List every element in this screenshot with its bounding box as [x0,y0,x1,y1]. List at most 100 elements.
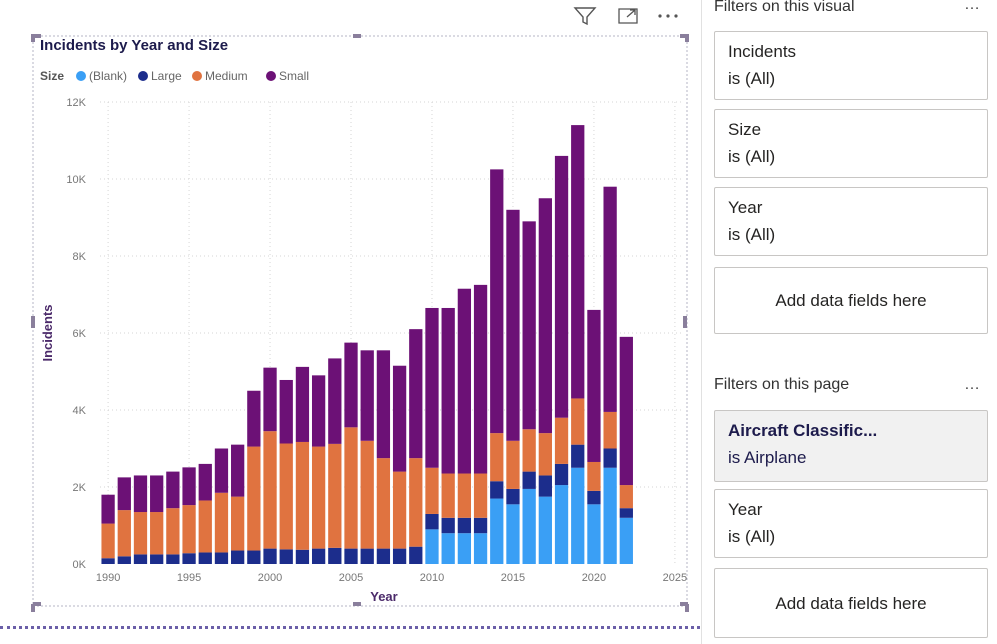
bar-2002-medium [295,441,310,550]
pane-divider [701,0,702,644]
bar-2022-large [619,508,633,518]
bar-2021-large [603,448,617,468]
bar-1995-medium [182,505,196,554]
bar-1997-medium [214,492,229,553]
bar-1992-medium [133,512,148,555]
bar-2021-medium [603,411,617,449]
bar-2011-small [441,307,455,474]
bar-2018-medium [554,417,569,464]
bar-2022-medium [619,485,633,509]
filter-card-incidents[interactable]: Incidents is (All) [714,31,988,100]
bar-2016-blank [522,488,536,564]
resize-handle [31,34,35,42]
bar-2019-medium [571,398,585,445]
filter-card-size[interactable]: Size is (All) [714,109,988,178]
legend-marker-1 [138,71,148,81]
legend-marker-3 [266,71,276,81]
bar-2010-large [425,513,439,530]
bar-2006-large [360,548,374,564]
bar-2002-small [295,366,310,442]
legend-marker-2 [192,71,202,81]
x-tick-label: 1995 [177,572,201,584]
bar-2009-small [409,329,423,459]
page-add-data-fields-dropzone[interactable]: Add data fields here [714,568,988,638]
resize-handle [683,316,687,328]
bar-2006-medium [360,440,374,549]
bar-2011-large [441,517,455,534]
bar-1999-large [247,550,261,564]
bar-1994-large [166,554,180,564]
y-tick-label: 0K [73,559,87,571]
filter-card-name: Aircraft Classific... [728,421,878,440]
bar-2012-large [457,517,472,534]
visual-add-data-fields-dropzone[interactable]: Add data fields here [714,267,988,334]
bar-2020-small [587,309,601,462]
bar-2021-blank [603,467,617,564]
bar-2008-small [392,365,407,472]
x-tick-label: 2025 [663,572,687,584]
bar-1995-large [182,553,196,564]
page-filters-more-button[interactable]: … [964,376,981,393]
x-tick-label: 2005 [339,572,363,584]
bar-1990-large [101,558,115,564]
bar-1991-large [117,556,131,564]
filter-card-page-year[interactable]: Year is (All) [714,489,988,558]
bar-2005-small [344,342,358,428]
bar-2020-medium [587,461,601,491]
bar-2015-small [506,209,520,441]
bar-2017-blank [538,496,552,564]
filter-card-value: is (All) [728,225,776,244]
bar-2010-medium [425,467,439,514]
bar-2003-small [311,375,326,447]
resize-handle [680,602,688,606]
bar-2015-large [506,488,520,505]
bar-1991-medium [117,510,131,557]
bar-1994-small [166,471,180,509]
filter-card-name: Incidents [728,42,797,61]
bar-1997-small [214,448,229,493]
y-axis-title: Incidents [40,304,55,361]
x-tick-label: 2015 [501,572,525,584]
bar-2017-small [538,198,552,434]
bar-1996-large [198,552,212,564]
bar-2013-blank [473,533,488,564]
resize-handle [31,316,35,328]
filter-card-aircraft-classification[interactable]: Aircraft Classific... is Airplane [714,410,988,482]
y-tick-label: 6K [73,328,87,340]
filter-card-name: Size [728,120,762,139]
visual-filters-more-button[interactable]: … [964,0,981,13]
bar-1996-small [198,463,212,501]
bar-2010-small [425,307,439,468]
chart-visual[interactable]: Incidents by Year and Size Size (Blank) Lar… [0,0,700,644]
more-options-icon[interactable] [656,6,680,26]
bar-2007-small [376,350,391,459]
chart-title: Incidents by Year and Size [40,37,228,54]
filter-icon[interactable] [573,6,597,26]
bar-2018-large [554,463,569,486]
filter-card-year[interactable]: Year is (All) [714,187,988,256]
bar-2009-large [409,546,423,564]
filter-card-value: is (All) [728,147,776,166]
bar-2015-blank [506,504,520,564]
resize-handle [680,34,688,38]
filter-card-name: Year [728,500,763,519]
bar-2004-small [328,358,342,444]
bar-1990-medium [101,523,115,559]
bar-2001-small [279,379,293,444]
bar-2000-medium [263,431,277,549]
bar-2008-large [392,548,407,564]
bar-1998-large [231,550,245,564]
focus-mode-icon[interactable] [616,6,640,26]
bar-2022-blank [619,517,633,564]
x-axis-title: Year [370,589,397,604]
bar-2009-medium [409,458,423,547]
bar-1994-medium [166,508,180,555]
bar-2000-small [263,367,277,432]
resize-handle [685,34,689,42]
bar-2006-small [360,350,374,441]
legend-marker-0 [76,71,86,81]
bar-2003-large [311,548,326,564]
bar-2000-large [263,548,277,564]
bar-1999-medium [247,446,261,551]
bar-1999-small [247,390,261,447]
